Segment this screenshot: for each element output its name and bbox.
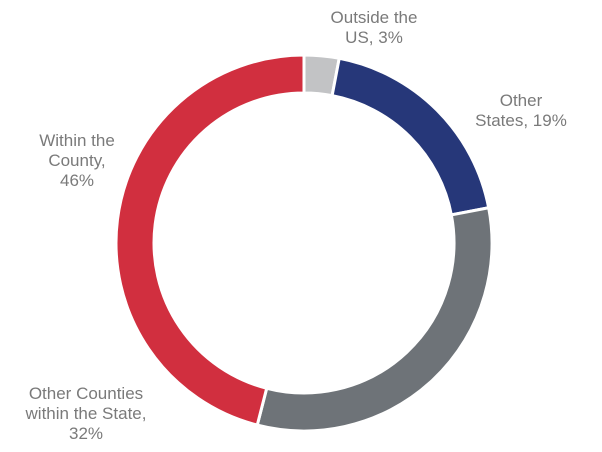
slice-label-line: US, 3% — [345, 28, 403, 47]
slice-label-line: Outside the — [331, 8, 418, 27]
slice-label-line: Other Counties — [29, 384, 143, 403]
slice-label-line: 46% — [60, 171, 94, 190]
slice-label-line: County, — [48, 151, 105, 170]
slice-label-3: Within the County, 46% — [39, 131, 115, 190]
slice-labels: Outside the US, 3%Other States, 19%Other C… — [25, 8, 567, 443]
slice-label-2: Other Counties within the State, 32% — [25, 384, 147, 443]
donut-slice-2 — [255, 206, 494, 433]
slice-label-line: within the State, — [25, 404, 147, 423]
slice-label-line: Other — [500, 91, 543, 110]
donut-slice-3 — [114, 53, 306, 427]
slice-label-line: 32% — [69, 424, 103, 443]
slice-label-1: Other States, 19% — [475, 91, 567, 130]
slice-label-line: States, 19% — [475, 111, 567, 130]
donut-slices — [114, 53, 494, 433]
slice-label-0: Outside the US, 3% — [331, 8, 418, 47]
slice-label-line: Within the — [39, 131, 115, 150]
donut-slice-1 — [330, 56, 491, 217]
